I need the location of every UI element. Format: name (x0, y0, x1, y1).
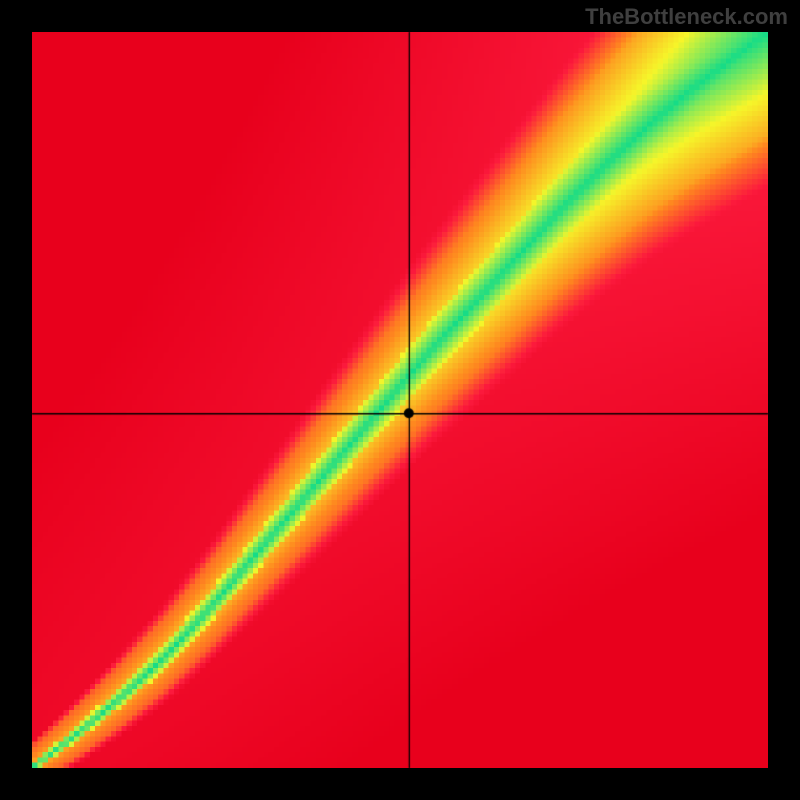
watermark-label: TheBottleneck.com (585, 4, 788, 30)
chart-root: { "watermark": { "text": "TheBottleneck.… (0, 0, 800, 800)
overlay-canvas (0, 0, 800, 800)
